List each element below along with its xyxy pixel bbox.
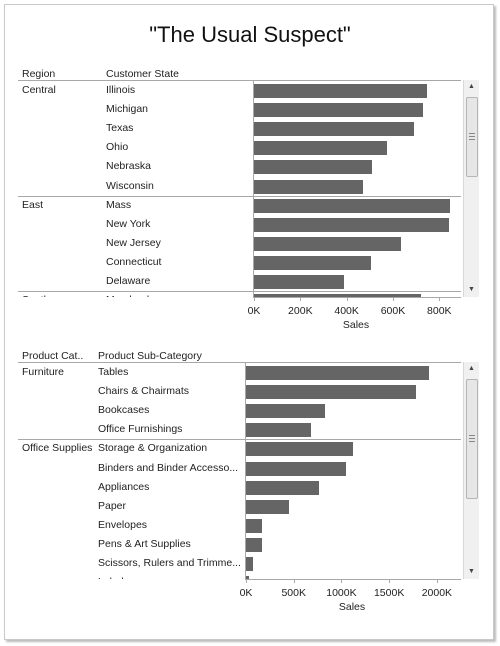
bar[interactable] [246,442,353,457]
group-divider [18,291,461,293]
bar[interactable] [254,84,427,98]
bar[interactable] [246,499,289,514]
group-label[interactable]: Furniture [22,366,65,378]
header-rule [18,362,461,363]
tick-label: 0K [247,305,261,317]
tick-mark [389,579,391,583]
tick-label: 0K [239,587,253,599]
row-label[interactable]: Appliances [98,480,150,493]
row-label[interactable]: Michigan [106,103,149,116]
bar[interactable] [254,141,388,156]
bar[interactable] [254,255,371,270]
row-label[interactable]: Mass [106,198,132,211]
row-label[interactable]: Tables [98,366,129,378]
row-label[interactable]: New York [106,217,151,230]
row-label[interactable]: Office Furnishings [98,423,183,436]
row-label[interactable]: Bookcases [98,404,150,417]
row-label[interactable]: Scissors, Rulers and Trimme... [98,557,241,569]
row-label[interactable]: Chairs & Chairmats [98,385,190,398]
row-label[interactable]: Maryland [106,294,249,297]
row-label[interactable]: Envelopes [98,518,148,531]
header-product-subcategory[interactable]: Product Sub-Category [98,350,202,362]
row-label[interactable]: Texas [106,122,134,135]
bar[interactable] [246,518,263,533]
group-label[interactable]: East [22,198,44,211]
row-label[interactable]: Illinois [106,84,136,96]
row-label[interactable]: Pens & Art Supplies [98,537,191,550]
scroll-up-icon[interactable]: ▲ [468,365,475,372]
chart1-scrollbar[interactable]: ▲ ▼ [463,80,479,297]
header-rule [18,80,461,81]
row-label[interactable]: Connecticut [106,255,162,268]
row-label[interactable]: Ohio [106,141,129,154]
scroll-thumb[interactable] [466,379,478,499]
bar[interactable] [246,366,430,380]
tick-mark [436,579,438,583]
row-label[interactable]: Binders and Binder Accesso... [98,461,239,474]
header-product-category[interactable]: Product Cat.. [22,350,84,362]
row-label[interactable]: Storage & Organization [98,442,208,455]
bar[interactable] [246,461,347,476]
bar[interactable] [254,198,450,213]
tick-label: 200K [288,305,313,317]
tick-mark [346,297,348,301]
tick-label: 1000K [326,587,357,599]
chart2-rows: Furniture Tables Chairs & Chairmats Bookcas… [0,363,462,579]
row-label[interactable]: Nebraska [106,160,151,173]
scroll-down-icon[interactable]: ▼ [468,286,475,293]
tick-mark [254,297,255,301]
bar[interactable] [254,122,414,137]
chart2-scrollbar[interactable]: ▲ ▼ [463,362,479,579]
bar-pane-left-rule [245,362,246,579]
bar[interactable] [254,179,363,194]
row-label[interactable]: Wisconsin [106,179,154,192]
bar[interactable] [254,103,424,118]
bar[interactable] [246,557,254,571]
chart1-bottom-rule [253,297,461,298]
bar[interactable] [254,236,402,251]
bar[interactable] [246,423,311,438]
group-label[interactable]: Office Supplies [22,442,93,455]
tick-label: 800K [427,305,452,317]
group-divider [18,439,461,441]
scroll-up-icon[interactable]: ▲ [468,83,475,90]
row-label[interactable]: Delaware [106,275,151,287]
bar[interactable] [254,160,373,175]
tick-mark [300,297,302,301]
header-customer-state[interactable]: Customer State [106,68,179,80]
scroll-thumb[interactable] [466,97,478,177]
tick-mark [246,579,247,583]
tick-label: 600K [380,305,406,317]
scroll-down-icon[interactable]: ▼ [468,568,475,575]
row-label[interactable]: Labels [98,576,241,579]
chart1-rows: Central Illinois Michigan Texas Ohio Nebraska… [0,81,462,297]
tick-label: 2000K [421,587,453,599]
tick-label: 1500K [373,587,405,599]
bar[interactable] [246,480,319,495]
tick-mark [439,297,441,301]
chart2-bottom-rule [245,579,461,580]
chart1-axis-title: Sales [342,319,370,331]
row-label[interactable]: New Jersey [106,236,161,249]
bar[interactable] [246,404,326,419]
bar[interactable] [246,385,416,400]
bar[interactable] [246,576,249,579]
dashboard-title: "The Usual Suspect" [149,22,351,47]
tick-mark [341,579,343,583]
row-label[interactable]: Paper [98,499,127,512]
bar[interactable] [254,217,449,232]
bar[interactable] [254,275,345,289]
bar[interactable] [246,537,263,552]
group-label[interactable]: South [22,294,102,297]
chart2-axis-title: Sales [338,601,366,613]
tick-label: 500K [281,587,306,599]
bar-pane-left-rule [253,80,254,297]
tick-mark [293,579,295,583]
header-region[interactable]: Region [22,68,56,80]
tick-mark [392,297,394,301]
bar[interactable] [254,294,421,297]
tick-label: 400K [334,305,359,317]
group-label[interactable]: Central [22,84,56,96]
group-divider [18,195,461,197]
